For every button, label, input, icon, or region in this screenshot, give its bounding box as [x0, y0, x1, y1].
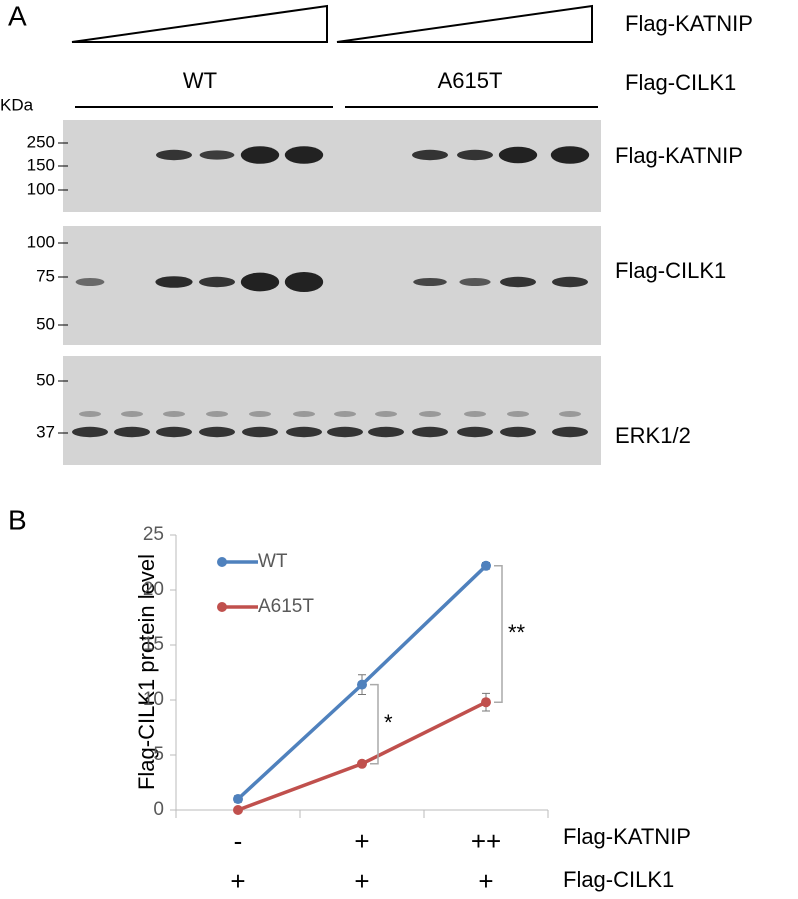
blot [63, 120, 601, 212]
band [249, 411, 271, 417]
band [552, 426, 588, 438]
point [481, 560, 491, 571]
band [155, 276, 193, 288]
band [206, 411, 228, 417]
legend-label: WT [258, 551, 288, 572]
band [419, 411, 441, 417]
band [163, 411, 185, 417]
band [284, 146, 324, 164]
band [156, 426, 192, 438]
marker-label: 100 [27, 179, 55, 198]
legend-label: A615T [258, 596, 314, 617]
x-tick-label: + [354, 826, 369, 856]
blot-name: Flag-CILK1 [615, 258, 726, 283]
band [412, 149, 448, 161]
band [156, 149, 192, 161]
band [500, 276, 536, 288]
band [498, 146, 538, 164]
wedge [71, 4, 328, 43]
band [375, 411, 397, 417]
y-axis-title: Flag-CILK1 protein level [134, 554, 159, 790]
band [242, 426, 278, 438]
point [357, 758, 367, 769]
band [459, 278, 491, 286]
significance-label: ** [508, 620, 526, 645]
band [199, 150, 235, 160]
band [552, 276, 588, 288]
band [121, 411, 143, 417]
row-value: + [354, 866, 369, 896]
marker-label: 50 [36, 370, 55, 389]
band [368, 426, 404, 438]
y-tick-label: 10 [143, 689, 164, 710]
group: WT [183, 68, 217, 93]
row-label: Flag-CILK1 [563, 867, 674, 892]
band [79, 411, 101, 417]
panel-label: B [8, 504, 27, 535]
significance-bracket [494, 565, 503, 703]
group: A615T [438, 68, 503, 93]
band [284, 272, 324, 292]
legend-marker [217, 602, 227, 612]
blot [63, 356, 601, 465]
significance-label: * [384, 710, 393, 735]
band [114, 426, 150, 438]
marker-label: 50 [36, 314, 55, 333]
marker-label: 150 [27, 155, 55, 174]
band [199, 426, 235, 438]
row-value: + [478, 866, 493, 896]
point [233, 794, 243, 804]
x-tick-label: - [234, 826, 243, 856]
kda-label: KDa [0, 95, 34, 114]
marker-label: 37 [36, 422, 55, 441]
marker-label: 250 [27, 132, 55, 151]
wedge [336, 4, 593, 43]
legend-marker [217, 557, 227, 567]
band [240, 272, 280, 292]
x-tick-label: ++ [471, 826, 501, 856]
point [481, 697, 491, 708]
row-value: + [230, 866, 245, 896]
marker-label: 75 [36, 266, 55, 285]
band [334, 411, 356, 417]
significance-bracket [370, 683, 379, 765]
wedge-label: Flag-KATNIP [625, 11, 753, 36]
y-tick-label: 15 [143, 634, 164, 655]
band [457, 426, 493, 438]
group-label: Flag-CILK1 [625, 70, 736, 95]
band [293, 411, 315, 417]
y-tick-label: 25 [143, 524, 164, 545]
band [413, 278, 447, 286]
band [550, 146, 590, 164]
band [72, 426, 108, 438]
band [286, 426, 322, 438]
y-tick-label: 20 [143, 579, 164, 600]
band [75, 278, 105, 286]
y-tick-label: 0 [153, 799, 164, 820]
band [240, 146, 280, 164]
series-line [237, 700, 487, 812]
band [464, 411, 486, 417]
point [233, 805, 243, 815]
band [559, 411, 581, 417]
band [500, 426, 536, 438]
band [457, 149, 493, 161]
x-axis-title: Flag-KATNIP [563, 824, 691, 849]
y-tick-label: 5 [153, 744, 164, 765]
blot-name: Flag-KATNIP [615, 143, 743, 168]
blot-name: ERK1/2 [615, 423, 691, 448]
band [199, 276, 235, 288]
band [412, 426, 448, 438]
band [507, 411, 529, 417]
band [327, 426, 363, 438]
point [357, 679, 367, 690]
panel-label: A [8, 0, 27, 31]
panel-a [71, 4, 598, 108]
marker-label: 100 [27, 232, 55, 251]
